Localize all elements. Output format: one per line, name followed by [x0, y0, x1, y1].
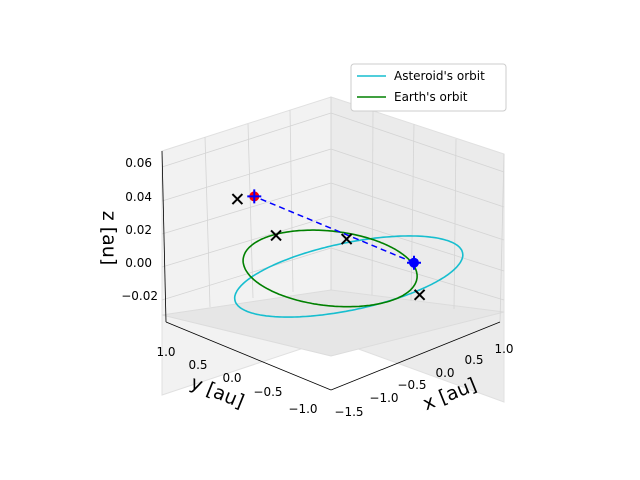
grid-line [330, 148, 505, 208]
plus-marker [407, 255, 421, 270]
y-tick-label: −1.0 [288, 402, 317, 416]
grid-line [161, 148, 332, 202]
plus-marker [247, 189, 262, 204]
legend: Asteroid's orbit Earth's orbit [350, 63, 507, 112]
z-tick-label: 0.00 [125, 256, 152, 270]
grid-line [161, 182, 332, 235]
y-tick-labels: 1.0 0.5 0.0 −0.5 −1.0 [156, 345, 317, 416]
earth-asteroid-connector [253, 195, 415, 264]
grid-line [161, 112, 332, 168]
x-tick-labels: −1.5 −1.0 −0.5 0.0 0.5 1.0 [334, 342, 513, 419]
z-tick-labels: 0.06 0.04 0.02 0.00 −0.02 [121, 156, 158, 303]
grid-line [247, 123, 254, 299]
grid-line [161, 247, 332, 301]
grid-line [161, 215, 332, 268]
x-tick-label: 1.0 [494, 342, 513, 356]
grid-line [410, 123, 415, 302]
z-tick-label: 0.04 [125, 190, 152, 204]
axes-panes [161, 96, 505, 403]
x-tick-label: −0.5 [397, 378, 426, 392]
y-tick-label: 0.5 [188, 358, 207, 372]
axis-lines [161, 150, 501, 391]
x-axis-line [330, 321, 501, 391]
grid-line [289, 109, 294, 293]
z-tick-label: −0.02 [121, 289, 158, 303]
markers-layer [231, 189, 426, 301]
grid-line [330, 112, 505, 173]
grid-line [330, 182, 505, 241]
z-axis-line [161, 150, 167, 323]
cross-marker [270, 229, 282, 242]
x-tick-label: 0.0 [435, 366, 454, 380]
cross-marker [231, 193, 244, 205]
legend-frame [350, 63, 507, 112]
legend-label-earth: Earth's orbit [394, 90, 468, 104]
z-axis-label: z [au] [98, 211, 120, 266]
y-tick-label: 0.0 [222, 371, 241, 385]
cross-marker [340, 233, 353, 245]
z-tick-label: 0.06 [125, 156, 152, 170]
legend-label-asteroid: Asteroid's orbit [394, 69, 485, 83]
grid-line [371, 109, 374, 296]
y-tick-label: 1.0 [156, 345, 175, 359]
y-tick-label: −0.5 [253, 385, 282, 399]
y-axis-line [165, 321, 332, 391]
x-tick-label: 0.5 [464, 353, 483, 367]
pane-floor [161, 289, 505, 357]
earth-orbit-line [242, 229, 418, 308]
x-tick-label: −1.5 [334, 405, 363, 419]
grid-line [330, 215, 505, 272]
orbits-layer [233, 229, 464, 318]
cross-marker [413, 289, 426, 301]
grid-line [204, 136, 211, 308]
x-tick-label: −1.0 [369, 391, 398, 405]
grid-lines [161, 97, 505, 323]
z-tick-label: 0.02 [125, 223, 152, 237]
grid-line [499, 153, 505, 323]
